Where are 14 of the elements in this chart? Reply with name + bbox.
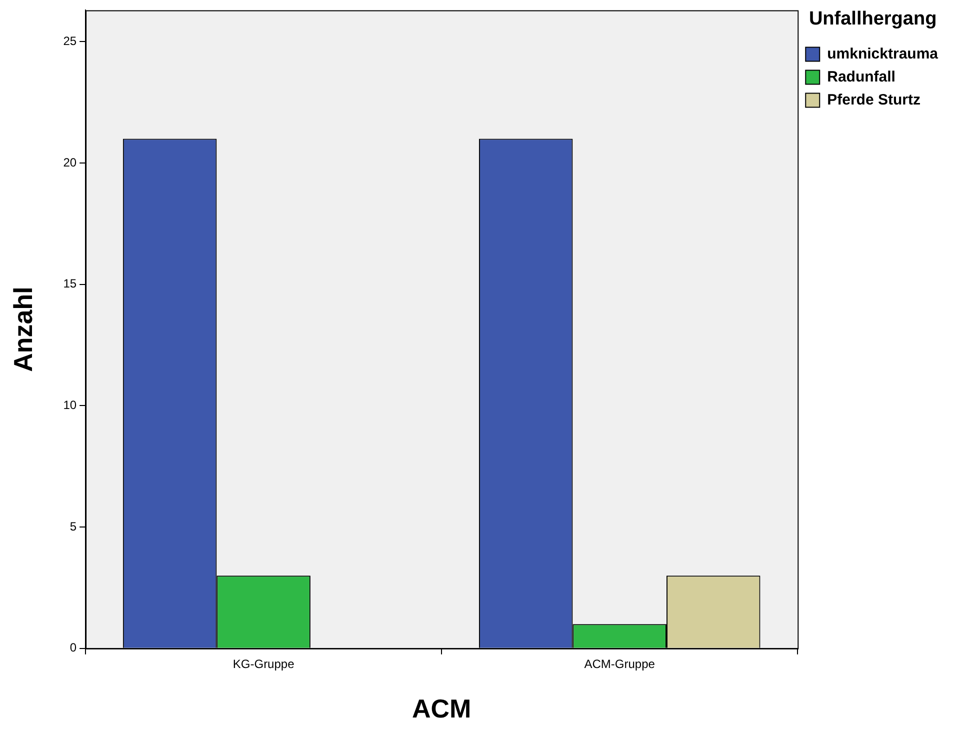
x-tick-label: ACM-Gruppe xyxy=(584,656,656,671)
x-axis-title: ACM xyxy=(412,694,472,724)
legend-title: Unfallhergang xyxy=(808,8,937,30)
y-tick-label: 15 xyxy=(63,276,77,291)
legend-label: umknicktrauma xyxy=(827,45,939,62)
x-tick-label: KG-Gruppe xyxy=(232,656,295,671)
y-tick-label: 10 xyxy=(63,398,77,412)
y-axis-title: Anzahl xyxy=(8,286,38,372)
y-tick-label: 5 xyxy=(70,519,77,534)
legend-label: Pferde Sturtz xyxy=(827,91,920,108)
y-tick-label: 20 xyxy=(63,155,77,170)
legend-label: Radunfall xyxy=(827,68,896,86)
y-tick-label: 25 xyxy=(63,34,77,48)
y-tick-label: 0 xyxy=(70,640,77,655)
